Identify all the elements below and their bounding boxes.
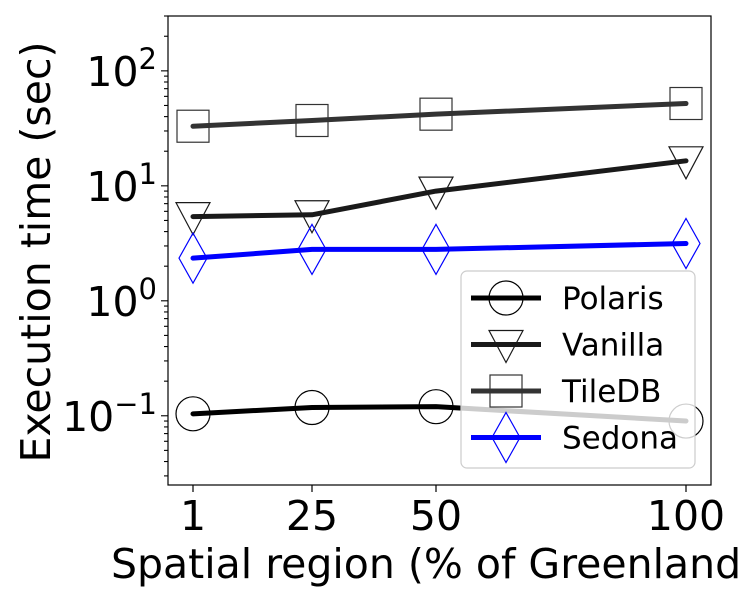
x-axis-label: Spatial region (% of Greenland) [111, 540, 740, 588]
y-tick-label: 101 [86, 157, 157, 211]
legend-box [460, 270, 696, 469]
data-point-sedona [671, 217, 701, 270]
data-point-polaris [418, 389, 454, 425]
x-tick-label: 25 [286, 492, 338, 540]
data-point-sedona [421, 223, 451, 276]
legend-label-vanilla: Vanilla [562, 328, 664, 364]
y-tick-label: 100 [86, 272, 157, 326]
data-point-sedona [297, 223, 327, 276]
legend-label-polaris: Polaris [562, 281, 664, 317]
data-point-vanilla [294, 200, 330, 235]
data-point-vanilla [418, 176, 454, 211]
x-tick-label: 100 [647, 492, 725, 540]
data-point-tiledb [176, 109, 210, 143]
series-line-sedona [190, 241, 689, 261]
legend-marker-sedona [491, 411, 521, 464]
y-axis: 10−1 100 101 102 [62, 15, 168, 477]
legend-label-sedona: Sedona [562, 421, 678, 457]
y-axis-label: Execution time (sec) [12, 41, 60, 462]
y-tick-label: 102 [86, 42, 157, 96]
data-point-tiledb [419, 97, 453, 131]
data-point-polaris [294, 389, 330, 426]
data-point-tiledb [295, 103, 329, 138]
x-tick-label: 1 [180, 492, 206, 540]
data-point-tiledb [669, 86, 703, 121]
legend: Polaris Vanilla TileDB Sedona [460, 270, 696, 469]
legend-marker-polaris [488, 280, 524, 316]
data-point-polaris [175, 396, 211, 432]
legend-marker-vanilla [488, 329, 524, 364]
axes-frame [167, 15, 712, 486]
legend-marker-tiledb [489, 374, 523, 408]
y-tick-label: 10−1 [62, 387, 157, 441]
x-axis: 1 25 50 100 [180, 485, 725, 540]
series-line-vanilla [190, 158, 689, 220]
data-point-sedona [178, 231, 208, 285]
x-tick-label: 50 [410, 492, 462, 540]
legend-label-tiledb: TileDB [561, 374, 661, 410]
data-point-vanilla [668, 146, 704, 181]
series-line-tiledb [190, 101, 689, 129]
data-point-vanilla [175, 201, 211, 236]
